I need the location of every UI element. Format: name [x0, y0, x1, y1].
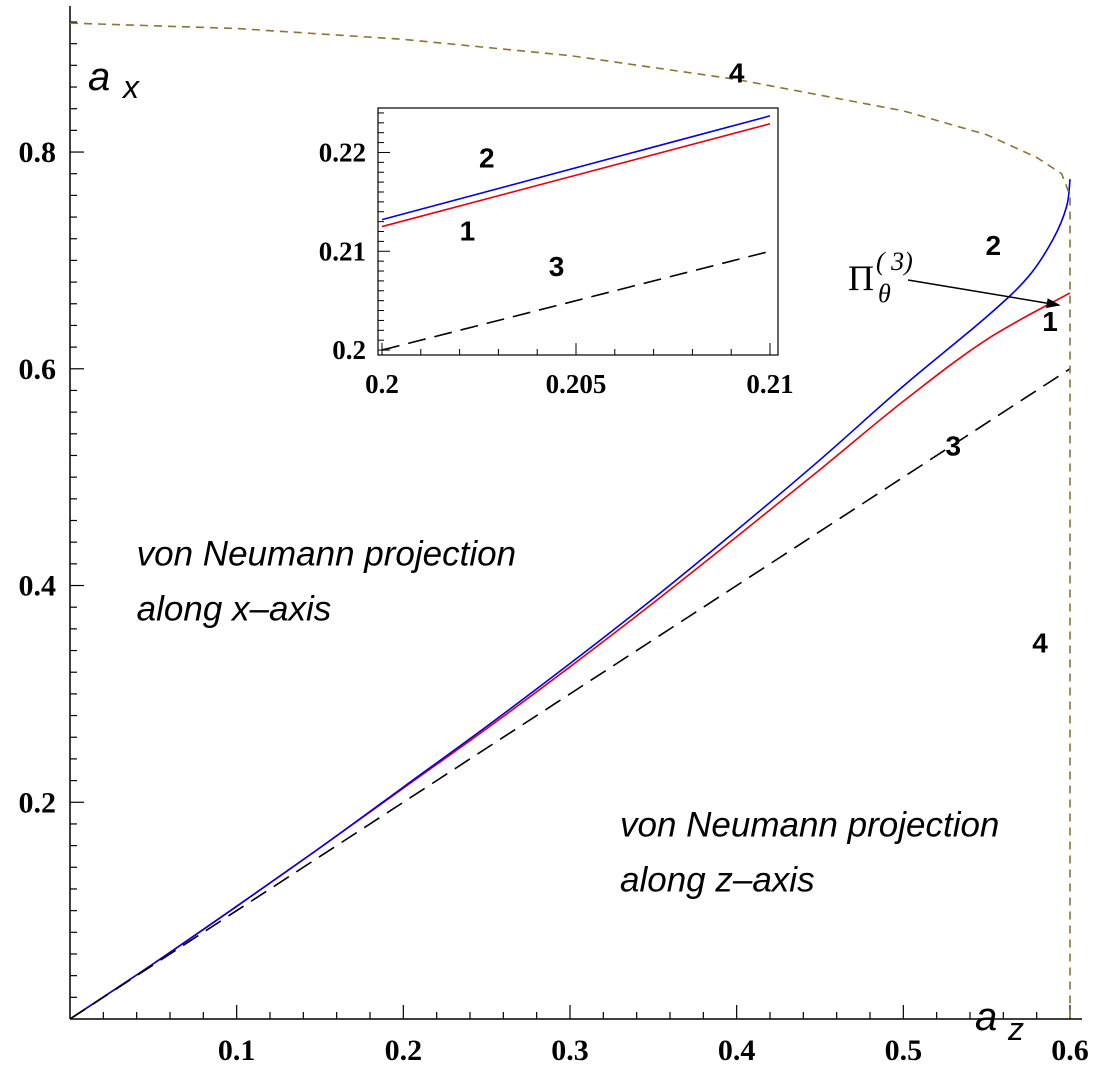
x-tick-label: 0.4 — [718, 1034, 756, 1067]
series-layer — [69, 22, 1071, 1020]
x-tick-label: 0.3 — [551, 1034, 589, 1067]
annotation-arrow — [907, 279, 1061, 309]
main-series-1 — [69, 292, 1071, 1020]
x-tick-label: 0.1 — [218, 1034, 256, 1067]
pi-theta-annotation: Π θ ( 3) — [848, 247, 913, 308]
y-axis-label: a — [88, 55, 110, 99]
y-tick-label: 0.4 — [19, 570, 57, 603]
inset-labels: 2 1 3 — [460, 142, 565, 282]
inset-series-1 — [381, 123, 771, 228]
inset-y-tick-label: 0.22 — [319, 137, 366, 167]
inset-series-2 — [381, 115, 771, 221]
inset-frame — [377, 107, 779, 356]
region-label: von Neumann projection — [137, 535, 516, 574]
curve-label: 4 — [1032, 628, 1048, 659]
curve-label: 3 — [946, 430, 962, 461]
x-axis-title: a z — [975, 995, 1024, 1047]
x-axis-label-sub: z — [1007, 1011, 1024, 1047]
x-axis-label: a — [975, 995, 997, 1039]
annotation-superscript: ( 3) — [876, 247, 913, 276]
main-series-2 — [69, 179, 1071, 1020]
y-tick-label: 0.6 — [19, 353, 57, 386]
x-tick-label: 0.6 — [1051, 1034, 1089, 1067]
inset-plot: 0.2 0.205 0.21 0.2 0.21 0.22 2 1 3 — [319, 107, 794, 399]
curve-label: 2 — [986, 230, 1002, 261]
region-label: von Neumann projection — [620, 805, 999, 844]
curve-label: 1 — [1042, 306, 1058, 337]
y-axis-title: a x — [88, 55, 140, 105]
y-axis-label-sub: x — [121, 69, 140, 105]
main-series-3 — [69, 368, 1071, 1020]
inset-curve-label: 1 — [460, 215, 476, 246]
inset-curve-label: 3 — [549, 251, 565, 282]
inset-y-tick-label: 0.2 — [332, 335, 366, 365]
inset-x-tick-label: 0.2 — [365, 369, 399, 399]
main-plot: 0.1 0.2 0.3 0.4 0.5 0.6 0.2 0.4 0.6 0.8 1 2 3 4 4 von … — [19, 6, 1089, 1067]
annotation-subscript: θ — [878, 279, 891, 308]
inset-y-tick-label: 0.21 — [319, 236, 366, 266]
inset-ticks: 0.2 0.205 0.21 0.2 0.21 0.22 — [319, 112, 794, 399]
labels-layer: 1 2 3 4 4 von Neumann projection along x–axis v… — [137, 58, 1061, 899]
inset-series — [381, 115, 771, 351]
annotation-symbol: Π — [848, 258, 874, 298]
inset-series-3 — [381, 250, 771, 351]
y-tick-label: 0.8 — [19, 136, 57, 169]
x-tick-label: 0.2 — [385, 1034, 423, 1067]
inset-x-tick-label: 0.205 — [546, 369, 607, 399]
y-tick-label: 0.2 — [19, 786, 57, 819]
axes — [69, 6, 1082, 1020]
region-label: along z–axis — [620, 860, 815, 899]
x-tick-label: 0.5 — [885, 1034, 923, 1067]
curve-label: 4 — [729, 58, 745, 89]
ticks: 0.1 0.2 0.3 0.4 0.5 0.6 0.2 0.4 0.6 0.8 — [19, 21, 1089, 1067]
inset-x-tick-label: 0.21 — [746, 369, 793, 399]
inset-curve-label: 2 — [479, 142, 495, 173]
region-label: along x–axis — [137, 590, 332, 629]
